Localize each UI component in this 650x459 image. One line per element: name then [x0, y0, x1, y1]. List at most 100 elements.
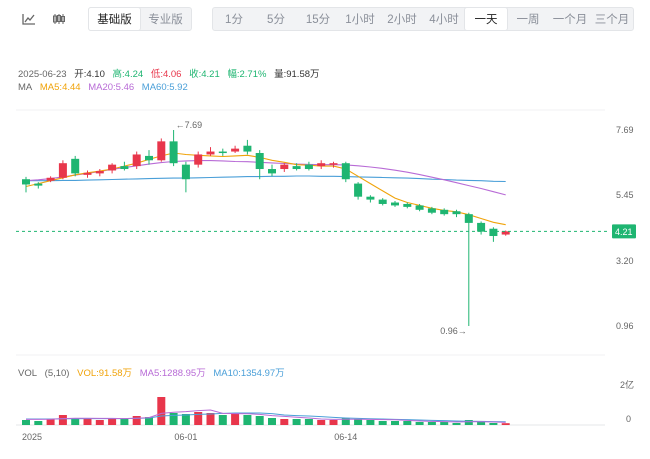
- info-high: 高:4.24: [112, 69, 144, 80]
- volume-bar: [427, 422, 436, 425]
- ohlc-info: 2025-06-23 开:4.10 高:4.24 低:4.06 收:4.21 幅…: [18, 66, 325, 80]
- tab-period-2hour[interactable]: 2小时: [387, 14, 417, 26]
- volume-bar: [71, 418, 80, 425]
- candle-body: [71, 158, 80, 174]
- price-axis-label: 3.20: [616, 256, 634, 266]
- price-axis-label: 7.69: [616, 125, 634, 135]
- candle-body: [354, 183, 363, 197]
- volume-bar: [83, 419, 92, 425]
- ma-info: MA MA5:4.44 MA20:5.46 MA60:5.92: [18, 82, 193, 93]
- candle-body: [378, 199, 387, 204]
- x-axis-label: 06-01: [174, 432, 197, 442]
- candle-body: [243, 145, 252, 152]
- candle-body: [268, 169, 276, 174]
- candle-body: [391, 202, 399, 206]
- volume-bar: [464, 420, 473, 425]
- volume-bar: [403, 421, 412, 425]
- volume-bar: [378, 421, 387, 425]
- vol-ma5-line: [26, 409, 506, 423]
- volume-bar: [95, 420, 104, 425]
- info-date: 2025-06-23: [18, 69, 67, 80]
- ma20-line: [25, 160, 506, 196]
- candle-body: [317, 163, 326, 167]
- volume-axis-max-label: 2亿: [620, 379, 634, 390]
- volume-bar: [477, 422, 486, 425]
- candle-body: [329, 163, 338, 165]
- candle-body: [292, 166, 301, 170]
- info-low: 低:4.06: [150, 69, 182, 80]
- candle-body: [95, 171, 104, 174]
- candle-body: [366, 196, 375, 200]
- tab-basic-version[interactable]: 基础版: [89, 8, 140, 30]
- volume-bar: [206, 413, 215, 425]
- candle-body: [22, 179, 30, 185]
- volume-bar: [255, 416, 264, 425]
- tab-period-15min[interactable]: 15分: [305, 14, 331, 26]
- candle-body: [58, 163, 67, 178]
- candle-body: [46, 177, 55, 181]
- candle-body: [501, 231, 510, 235]
- candle-body: [194, 154, 203, 165]
- candle-body: [341, 163, 350, 180]
- volume-bar: [440, 422, 449, 425]
- volume-bar: [194, 412, 203, 425]
- candle-body: [218, 151, 227, 154]
- info-change: 幅:2.71%: [227, 69, 267, 80]
- tab-period-1day[interactable]: 一天: [465, 8, 507, 30]
- candle-body: [427, 208, 436, 213]
- vol-label: VOL: [18, 368, 38, 379]
- x-axis-label: 06-14: [334, 432, 357, 442]
- volume-bar: [329, 420, 338, 425]
- candle-body: [145, 155, 153, 161]
- info-volume: 量:91.58万: [274, 69, 320, 80]
- candle-body: [477, 222, 486, 232]
- tab-period-1month[interactable]: 一个月: [552, 14, 588, 26]
- line-chart-icon[interactable]: [16, 8, 42, 30]
- candle-body: [452, 211, 461, 215]
- ma60-line: [26, 175, 506, 183]
- min-price-annotation: 0.96→: [440, 326, 467, 336]
- volume-bar: [58, 415, 67, 425]
- ma20-value: MA20:5.46: [88, 82, 135, 93]
- volume-bar: [341, 418, 350, 425]
- volume-bar: [366, 420, 375, 425]
- max-price-annotation: ←7.69: [176, 120, 203, 130]
- volume-bar: [391, 421, 399, 425]
- vol-ma10-value: MA10:1354.97万: [213, 368, 285, 379]
- candle-body: [169, 141, 178, 164]
- volume-bar: [243, 415, 252, 425]
- candle-body: [280, 164, 289, 170]
- tab-pro-version[interactable]: 专业版: [148, 14, 183, 26]
- volume-bar: [108, 418, 117, 425]
- volume-bar: [317, 420, 326, 425]
- tab-period-3month[interactable]: 三个月: [594, 14, 630, 26]
- volume-bar: [34, 421, 43, 425]
- info-close: 收:4.21: [189, 69, 220, 80]
- vol-params: (5,10): [44, 368, 70, 379]
- chart-type-switcher: [16, 8, 72, 30]
- volume-bar: [268, 418, 276, 425]
- tab-period-1week[interactable]: 一周: [516, 14, 540, 26]
- price-axis-label: 5.45: [616, 190, 634, 200]
- volume-bar: [231, 414, 240, 425]
- x-axis-label: 2025: [22, 432, 42, 442]
- candle-body: [415, 205, 424, 210]
- candle-body: [181, 164, 190, 180]
- volume-bar: [218, 415, 227, 425]
- tab-period-1min[interactable]: 1分: [225, 14, 243, 26]
- volume-bar: [157, 397, 166, 425]
- candle-body: [34, 183, 43, 186]
- candlestick-icon[interactable]: [46, 8, 72, 30]
- candle-body: [108, 164, 117, 171]
- volume-bar: [354, 419, 363, 425]
- tab-period-1hour[interactable]: 1小时: [345, 14, 375, 26]
- volume-bar: [489, 423, 498, 425]
- volume-axis-zero-label: 0: [626, 414, 631, 424]
- volume-bar: [22, 420, 30, 425]
- tab-period-5min[interactable]: 5分: [267, 14, 285, 26]
- candle-body: [440, 209, 449, 215]
- price-axis-label: 0.96: [616, 321, 634, 331]
- volume-bar: [181, 414, 190, 425]
- tab-period-4hour[interactable]: 4小时: [429, 14, 459, 26]
